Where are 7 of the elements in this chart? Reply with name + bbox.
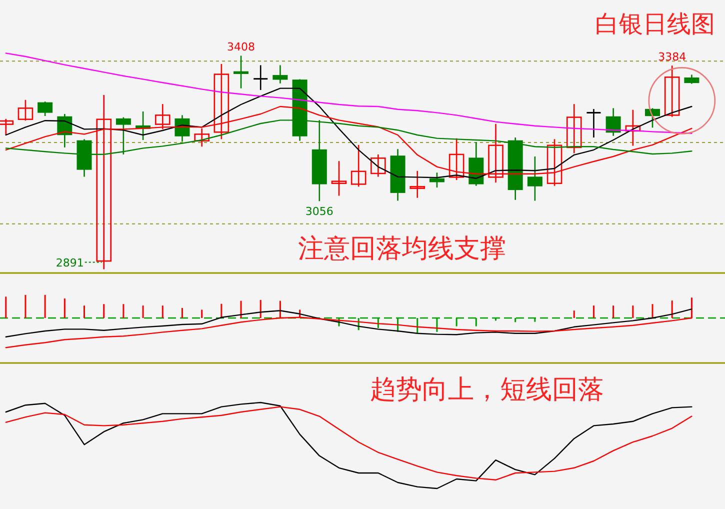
annotation: 2891 [56, 256, 84, 270]
annotation: 趋势向上，短线回落 [370, 375, 604, 405]
annotation: 注意回落均线支撑 [298, 234, 506, 264]
annotation: 3056 [305, 205, 334, 218]
annotation: 3384 [658, 50, 686, 64]
title: 白银日线图 [595, 10, 715, 38]
annotation: 3408 [227, 40, 256, 54]
